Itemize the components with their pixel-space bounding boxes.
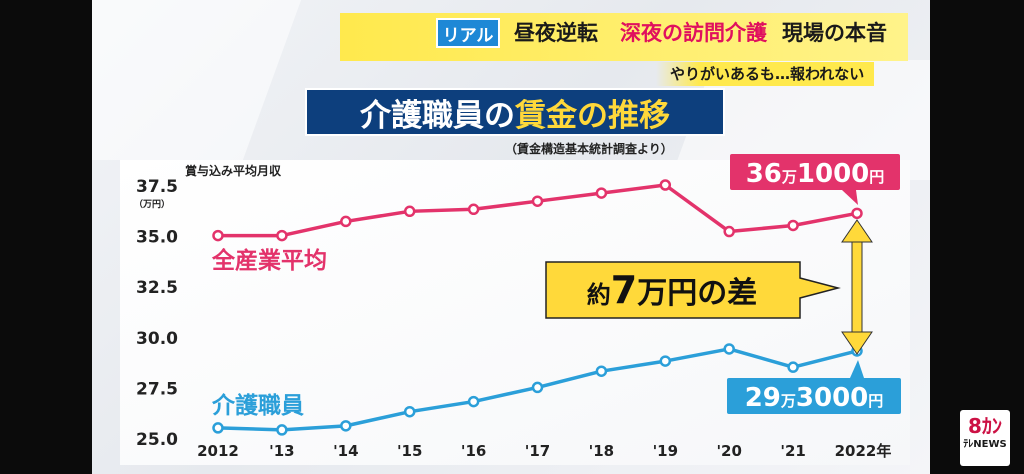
svg-text:29万3000円: 29万3000円: [745, 383, 884, 413]
x-tick-label: '14: [333, 442, 358, 460]
headline-part1: 昼夜逆転: [514, 21, 598, 45]
care-end-big1: 29: [745, 383, 781, 413]
gap-mid: 7: [611, 268, 637, 312]
data-point-care: [595, 365, 608, 377]
x-tick-label: '17: [525, 442, 550, 460]
data-point-care: [723, 343, 735, 355]
data-point-industry: [340, 215, 352, 228]
y-tick-label: 32.5: [136, 278, 178, 298]
x-tick-label: '21: [780, 442, 805, 460]
svg-text:約7万円の差: 約7万円の差: [587, 268, 757, 312]
data-point-industry: [723, 225, 735, 238]
headline-part3: 現場の本音: [782, 21, 887, 45]
y-tick-label: 37.5: [136, 177, 178, 197]
chart-title-highlight: 賃金の推移: [515, 97, 670, 134]
care-end-big2: 3000: [796, 383, 868, 413]
logo-top-text: 8ｶﾝ: [968, 414, 1002, 438]
x-tick-label: '18: [589, 442, 614, 460]
industry-end-unit: 円: [869, 168, 884, 186]
x-tick-label: '20: [716, 442, 741, 460]
gap-arrow: [841, 219, 873, 355]
x-tick-label: '13: [269, 442, 294, 460]
industry-end-big2: 1000: [797, 159, 869, 189]
headline-banner: [340, 13, 908, 61]
data-point-care: [212, 422, 224, 434]
data-point-care: [340, 420, 352, 432]
care-end-small: 万: [780, 392, 796, 410]
data-point-industry: [531, 195, 544, 207]
gap-callout: 約7万円の差: [545, 261, 841, 319]
x-tick-label: '16: [461, 442, 486, 460]
care-end-unit: 円: [868, 392, 883, 410]
svg-text:36万1000円: 36万1000円: [746, 159, 885, 189]
tagline: やりがいあるも…報われない: [656, 62, 875, 86]
x-tick-label: '15: [397, 442, 422, 460]
series-label-care: 介護職員: [211, 392, 304, 419]
data-point-care: [659, 355, 672, 367]
data-point-industry: [276, 229, 288, 242]
y-axis-unit: （万円）: [134, 199, 170, 210]
industry-end-small: 万: [781, 168, 797, 186]
y-tick-label: 27.5: [136, 379, 178, 399]
channel-logo: 8ｶﾝ ﾃﾚNEWS: [960, 410, 1010, 466]
data-point-industry: [851, 207, 863, 220]
gap-pre: 約: [587, 281, 611, 309]
data-point-care: [787, 361, 799, 373]
real-badge: リアル: [436, 18, 500, 48]
data-point-industry: [595, 187, 608, 199]
chart-title: 介護職員の 賃金の推移: [305, 88, 725, 136]
x-tick-label: '19: [653, 442, 678, 460]
y-axis-label: 賞与込み平均月収: [185, 163, 282, 178]
data-point-care: [403, 405, 416, 418]
source-note: （賃金構造基本統計調査より）: [505, 142, 673, 156]
data-point-industry: [467, 203, 480, 216]
chart-title-part1: 介護職員の: [360, 97, 515, 134]
data-point-industry: [403, 205, 416, 218]
data-point-care: [531, 381, 544, 394]
industry-end-big1: 36: [746, 159, 782, 189]
y-tick-label: 30.0: [136, 329, 178, 349]
care-end-callout: 29万3000円: [727, 360, 901, 414]
y-tick-label: 25.0: [136, 430, 178, 450]
headline-part2: 深夜の訪問介護: [620, 21, 767, 45]
y-tick-label: 35.0: [136, 228, 178, 248]
data-point-industry: [787, 219, 799, 232]
gap-post: 万円の差: [637, 276, 757, 311]
data-point-industry: [212, 229, 224, 242]
data-point-industry: [659, 179, 672, 191]
logo-bottom-text: ﾃﾚNEWS: [963, 439, 1007, 450]
series-label-industry: 全産業平均: [211, 247, 327, 274]
data-point-care: [276, 424, 288, 436]
data-point-care: [467, 395, 480, 408]
x-tick-label: 2012: [197, 442, 239, 460]
x-tick-label: 2022年: [835, 442, 892, 460]
industry-end-callout: 36万1000円: [730, 154, 900, 205]
